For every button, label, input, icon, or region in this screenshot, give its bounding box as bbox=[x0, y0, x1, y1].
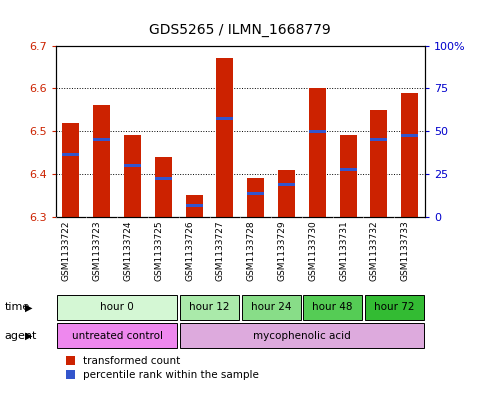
Bar bbox=[180, 295, 239, 320]
Bar bbox=[155, 157, 172, 217]
Text: GSM1133729: GSM1133729 bbox=[277, 220, 286, 281]
Bar bbox=[57, 323, 177, 348]
Text: hour 24: hour 24 bbox=[251, 302, 291, 312]
Bar bbox=[365, 295, 424, 320]
Bar bbox=[401, 134, 418, 137]
Bar bbox=[278, 183, 295, 186]
Text: GSM1133727: GSM1133727 bbox=[216, 220, 225, 281]
Text: GSM1133728: GSM1133728 bbox=[247, 220, 256, 281]
Text: GSM1133731: GSM1133731 bbox=[339, 220, 348, 281]
Text: untreated control: untreated control bbox=[71, 331, 163, 341]
Bar bbox=[309, 130, 326, 132]
Bar bbox=[155, 176, 172, 180]
Text: GSM1133733: GSM1133733 bbox=[400, 220, 410, 281]
Legend: transformed count, percentile rank within the sample: transformed count, percentile rank withi… bbox=[66, 356, 259, 380]
Text: hour 48: hour 48 bbox=[313, 302, 353, 312]
Bar bbox=[185, 204, 202, 208]
Bar bbox=[303, 295, 362, 320]
Text: GSM1133723: GSM1133723 bbox=[93, 220, 102, 281]
Text: ▶: ▶ bbox=[25, 331, 33, 341]
Bar bbox=[57, 295, 177, 320]
Bar bbox=[62, 153, 79, 156]
Text: GSM1133730: GSM1133730 bbox=[308, 220, 317, 281]
Bar bbox=[340, 168, 356, 171]
Bar bbox=[124, 135, 141, 217]
Bar bbox=[216, 117, 233, 120]
Bar bbox=[62, 123, 79, 217]
Bar bbox=[216, 59, 233, 217]
Bar bbox=[93, 138, 110, 141]
Bar bbox=[401, 93, 418, 217]
Text: GSM1133726: GSM1133726 bbox=[185, 220, 194, 281]
Bar bbox=[340, 135, 356, 217]
Text: GDS5265 / ILMN_1668779: GDS5265 / ILMN_1668779 bbox=[149, 23, 331, 37]
Text: hour 0: hour 0 bbox=[100, 302, 134, 312]
Text: GSM1133724: GSM1133724 bbox=[124, 220, 132, 281]
Bar bbox=[370, 138, 387, 141]
Bar bbox=[247, 191, 264, 195]
Bar bbox=[185, 195, 202, 217]
Bar bbox=[93, 105, 110, 217]
Text: GSM1133725: GSM1133725 bbox=[154, 220, 163, 281]
Bar bbox=[242, 295, 300, 320]
Bar bbox=[124, 164, 141, 167]
Text: GSM1133722: GSM1133722 bbox=[62, 220, 71, 281]
Text: hour 12: hour 12 bbox=[189, 302, 230, 312]
Text: mycophenolic acid: mycophenolic acid bbox=[253, 331, 351, 341]
Text: time: time bbox=[5, 302, 30, 312]
Bar bbox=[180, 323, 424, 348]
Text: hour 72: hour 72 bbox=[374, 302, 414, 312]
Bar bbox=[309, 88, 326, 217]
Bar bbox=[247, 178, 264, 217]
Text: ▶: ▶ bbox=[25, 302, 33, 312]
Bar bbox=[370, 110, 387, 217]
Text: agent: agent bbox=[5, 331, 37, 341]
Bar bbox=[278, 169, 295, 217]
Text: GSM1133732: GSM1133732 bbox=[370, 220, 379, 281]
